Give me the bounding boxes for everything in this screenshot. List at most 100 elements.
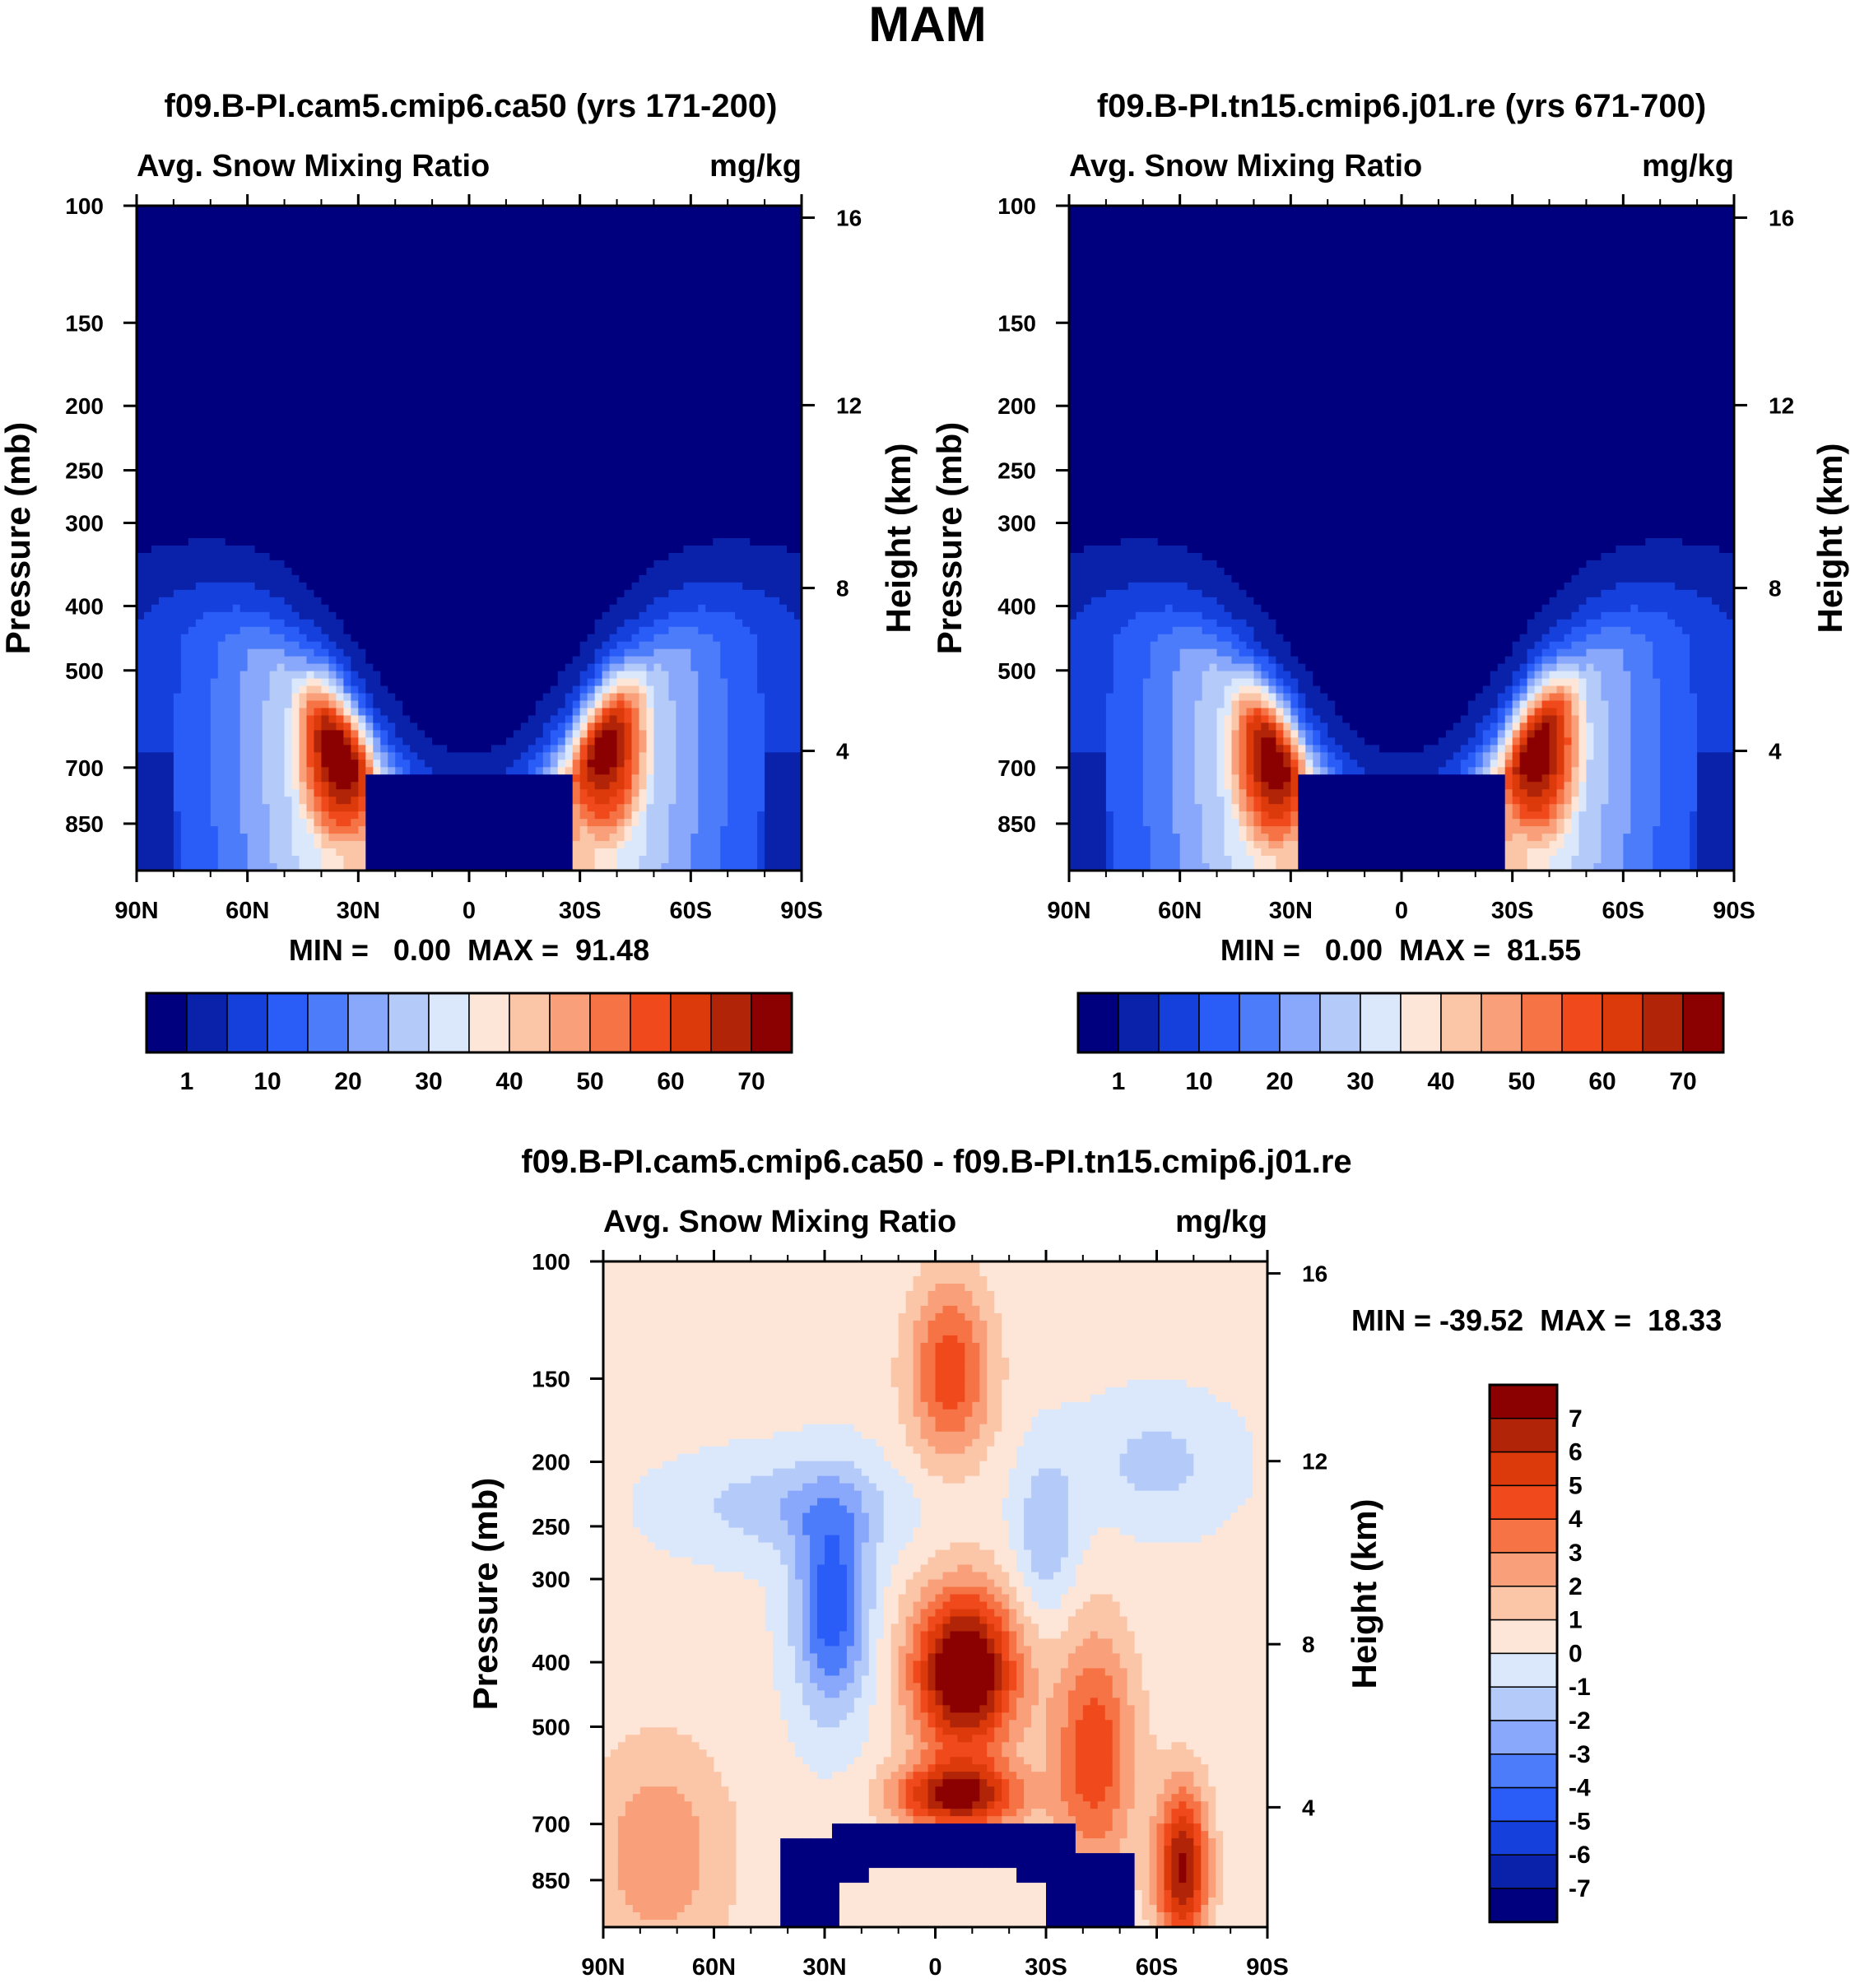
contour-cell: [513, 412, 522, 420]
contour-cell: [447, 449, 455, 458]
contour-cell: [542, 368, 551, 377]
contour-cell: [713, 420, 721, 428]
contour-cell: [262, 611, 271, 620]
contour-cell: [165, 457, 174, 465]
contour-cell: [469, 338, 477, 347]
contour-cell: [735, 427, 743, 435]
contour-cell: [587, 323, 596, 332]
contour-cell: [321, 567, 330, 576]
contour-cell: [343, 501, 351, 509]
contour-cell: [432, 494, 440, 502]
contour-cell: [498, 545, 507, 554]
contour-cell: [314, 567, 323, 576]
contour-cell: [661, 368, 669, 377]
contour-cell: [180, 471, 189, 480]
contour-cell: [742, 604, 751, 613]
contour-cell: [520, 523, 529, 532]
contour-cell: [476, 309, 485, 318]
contour-cell: [579, 538, 588, 546]
contour-cell: [476, 323, 485, 332]
contour-cell: [772, 567, 780, 576]
contour-cell: [439, 397, 448, 406]
contour-cell: [336, 538, 344, 546]
contour-cell: [380, 545, 388, 554]
contour-cell: [528, 294, 537, 303]
contour-cell: [454, 420, 463, 428]
contour-cell: [469, 604, 477, 613]
contour-cell: [742, 523, 751, 532]
contour-cell: [735, 375, 743, 384]
contour-cell: [447, 212, 455, 221]
contour-cell: [572, 442, 581, 450]
contour-cell: [277, 220, 286, 229]
contour-cell: [232, 582, 241, 591]
contour-cell: [742, 383, 751, 392]
contour-cell: [705, 383, 714, 392]
contour-cell: [328, 604, 337, 613]
contour-cell: [447, 604, 455, 613]
contour-cell: [668, 589, 676, 598]
contour-cell: [321, 338, 330, 347]
contour-cell: [291, 405, 300, 413]
contour-cell: [624, 227, 633, 236]
contour-cell: [565, 545, 574, 554]
contour-cell: [520, 368, 529, 377]
contour-cell: [572, 494, 581, 502]
contour-cell: [535, 264, 544, 273]
contour-cell: [750, 531, 758, 539]
contour-cell: [483, 301, 492, 310]
contour-cell: [476, 360, 485, 369]
contour-cell: [388, 309, 396, 318]
contour-cell: [572, 279, 581, 288]
contour-cell: [336, 257, 344, 266]
contour-cell: [351, 464, 359, 472]
contour-cell: [646, 220, 655, 229]
contour-cell: [579, 383, 588, 392]
contour-cell: [765, 227, 773, 236]
contour-cell: [587, 249, 596, 258]
contour-cell: [165, 611, 174, 620]
contour-cell: [247, 235, 256, 244]
contour-cell: [565, 235, 574, 244]
contour-cell: [668, 279, 676, 288]
contour-cell: [343, 346, 351, 355]
contour-cell: [247, 574, 256, 583]
contour-cell: [239, 545, 249, 554]
contour-cell: [750, 597, 758, 606]
contour-cell: [572, 316, 581, 325]
contour-cell: [653, 449, 662, 458]
contour-cell: [328, 323, 337, 332]
contour-cell: [462, 206, 470, 214]
contour-cell: [417, 264, 425, 273]
contour-cell: [787, 449, 795, 458]
contour-cell: [646, 212, 655, 221]
contour-cell: [542, 309, 551, 318]
contour-cell: [505, 552, 514, 561]
contour-cell: [373, 257, 381, 266]
contour-cell: [299, 531, 308, 539]
contour-cell: [158, 257, 167, 266]
contour-cell: [594, 235, 603, 244]
contour-cell: [653, 257, 662, 266]
contour-cell: [314, 264, 323, 273]
contour-cell: [143, 390, 152, 399]
contour-cell: [653, 538, 662, 546]
contour-cell: [143, 368, 152, 377]
contour-cell: [188, 611, 197, 620]
contour-cell: [483, 464, 492, 472]
contour-cell: [210, 516, 219, 524]
contour-cell: [528, 412, 537, 420]
contour-cell: [247, 346, 256, 355]
contour-cell: [668, 249, 676, 258]
contour-cell: [742, 501, 751, 509]
contour-cell: [757, 523, 765, 532]
contour-cell: [269, 604, 278, 613]
contour-cell: [550, 338, 559, 347]
contour-cell: [395, 390, 403, 399]
contour-cell: [668, 531, 676, 539]
contour-cell: [631, 206, 640, 214]
contour-cell: [425, 316, 433, 325]
contour-cell: [254, 509, 263, 517]
contour-cell: [299, 235, 308, 244]
contour-cell: [713, 301, 721, 310]
